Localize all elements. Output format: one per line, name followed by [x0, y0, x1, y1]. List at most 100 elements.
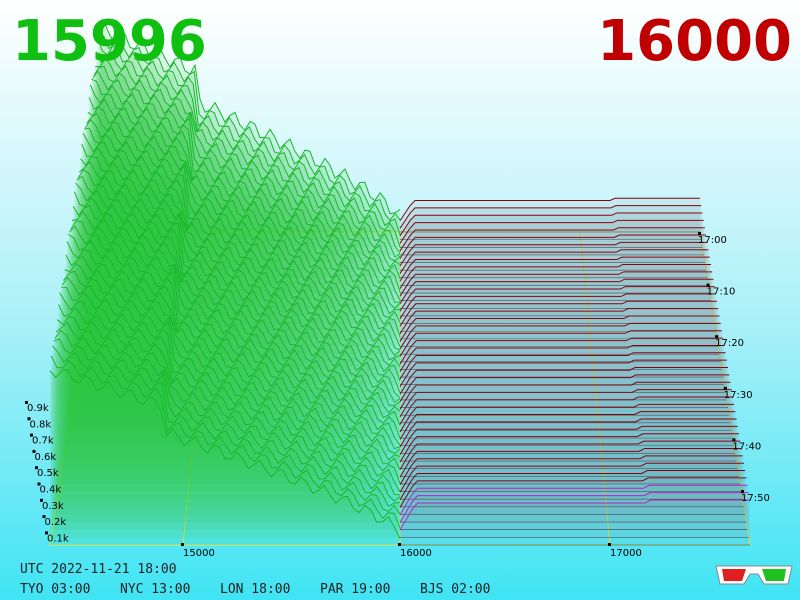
price-label: 15000 [183, 548, 215, 559]
bid-line [82, 132, 401, 323]
tick-marker [181, 543, 184, 546]
depth-label: 0.9k [27, 403, 49, 414]
bid-line [95, 51, 401, 248]
ask-line [399, 300, 718, 327]
ask-line [399, 455, 743, 485]
bid-line [65, 254, 401, 439]
city-time: BJS 02:00 [420, 582, 490, 597]
bid-line [52, 345, 401, 515]
tick-marker [40, 498, 43, 502]
bid-line [70, 220, 401, 404]
ask-area [400, 492, 749, 538]
ask-line [399, 499, 750, 531]
ask-area [400, 485, 748, 530]
time-label: 17:10 [707, 287, 736, 298]
depth-label: 0.4k [40, 485, 62, 496]
ask-line [399, 308, 719, 335]
price-label: 16000 [400, 548, 432, 559]
bid-area [93, 66, 400, 271]
bid-line [69, 225, 401, 407]
bid-line [97, 37, 401, 235]
ask-line [399, 381, 731, 410]
ask-line [399, 234, 707, 259]
ask-area [400, 257, 710, 294]
ask-line [399, 330, 722, 357]
time-label: 17:00 [698, 235, 727, 246]
bid-area [50, 369, 400, 545]
ask-area [400, 271, 713, 309]
ask-line [399, 418, 737, 448]
ask-line [399, 440, 741, 470]
bid-line [92, 70, 401, 262]
bid-price: 15996 [12, 9, 207, 74]
tick-marker [30, 433, 33, 437]
tick-marker [706, 283, 710, 287]
ask-line [399, 322, 721, 350]
tick-marker [25, 401, 28, 404]
bid-area [79, 161, 400, 362]
ask-line [399, 249, 709, 274]
bid-line [87, 106, 401, 301]
tick-marker [698, 232, 701, 235]
depth-label: 0.2k [45, 517, 67, 528]
ask-line [399, 212, 703, 237]
ask-line [399, 477, 747, 508]
ask-line [399, 492, 749, 523]
bid-area [82, 132, 401, 339]
ask-area [400, 293, 716, 332]
bid-area [71, 211, 400, 408]
bid-line [72, 204, 401, 393]
tick-marker [42, 515, 46, 519]
bid-line [86, 112, 401, 304]
ask-line [399, 396, 733, 425]
ask-line [399, 256, 710, 282]
bid-line [49, 368, 401, 539]
depth-label: 0.1k [47, 533, 69, 544]
bid-line [78, 160, 401, 351]
ask-line [399, 344, 725, 372]
depth-label: 0.5k [37, 468, 59, 479]
ask-line [399, 227, 705, 252]
bid-line [80, 156, 401, 347]
bid-line [99, 23, 401, 215]
ask-price: 16000 [597, 9, 792, 74]
bid-line [53, 338, 401, 507]
depth-label: 0.8k [30, 419, 52, 430]
time-label: 17:30 [724, 390, 753, 401]
city-time: NYC 13:00 [120, 582, 190, 597]
tick-marker [35, 466, 38, 470]
tick-marker [732, 438, 736, 442]
city-time: PAR 19:00 [320, 582, 390, 597]
axis-labels: 0.9k 0.8k 0.7k 0.6k 0.5k 0.4k 0.3k 0.2k 0.1k 1500… [25, 232, 770, 559]
ask-area [400, 264, 711, 301]
bid-line [73, 191, 401, 382]
bid-area [68, 234, 400, 431]
ask-line [399, 462, 744, 493]
bid-line [50, 355, 401, 529]
bid-area [52, 345, 400, 530]
depth-label: 0.6k [35, 452, 57, 463]
bid-line [71, 210, 401, 399]
ask-line [399, 197, 700, 222]
depth-surface [49, 23, 750, 546]
bid-area [86, 113, 401, 316]
ask-line [399, 271, 713, 297]
bid-line [89, 84, 401, 279]
bid-line [88, 96, 401, 293]
ask-line [399, 433, 740, 463]
bid-line [91, 78, 401, 269]
bid-line [58, 304, 401, 484]
bid-area [98, 30, 400, 240]
ask-area [400, 477, 747, 523]
bid-line [55, 321, 401, 496]
tick-marker [608, 543, 611, 546]
time-label: 17:40 [732, 441, 761, 452]
ask-line [399, 425, 738, 455]
ask-line [399, 205, 702, 229]
ask-line [399, 367, 729, 395]
ask-line [399, 447, 742, 478]
bid-line [57, 315, 401, 493]
ask-line [399, 337, 724, 365]
price-label: 17000 [610, 548, 642, 559]
